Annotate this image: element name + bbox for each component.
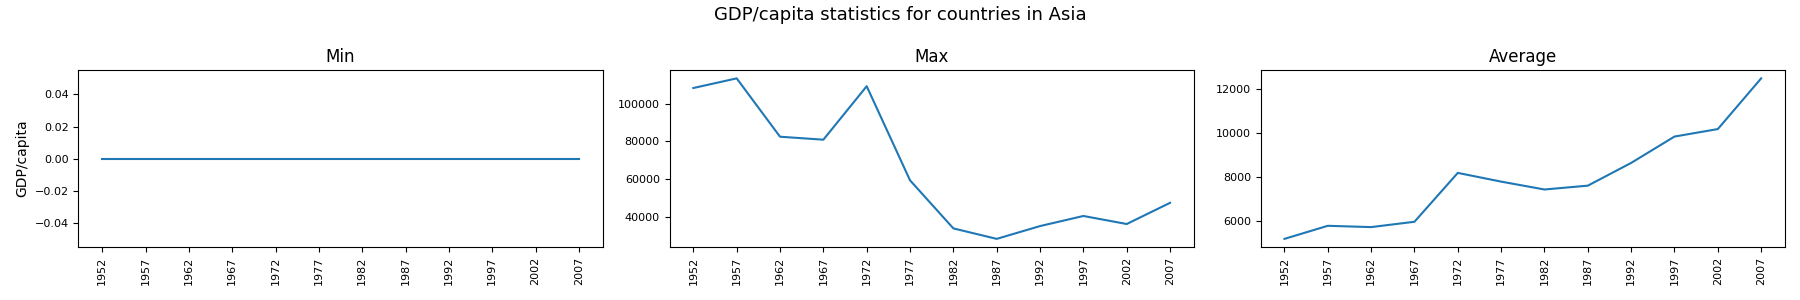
Title: Average: Average	[1489, 48, 1557, 66]
Y-axis label: GDP/capita: GDP/capita	[14, 120, 29, 197]
Title: Min: Min	[326, 48, 355, 66]
Text: GDP/capita statistics for countries in Asia: GDP/capita statistics for countries in A…	[713, 6, 1087, 24]
Title: Max: Max	[914, 48, 949, 66]
